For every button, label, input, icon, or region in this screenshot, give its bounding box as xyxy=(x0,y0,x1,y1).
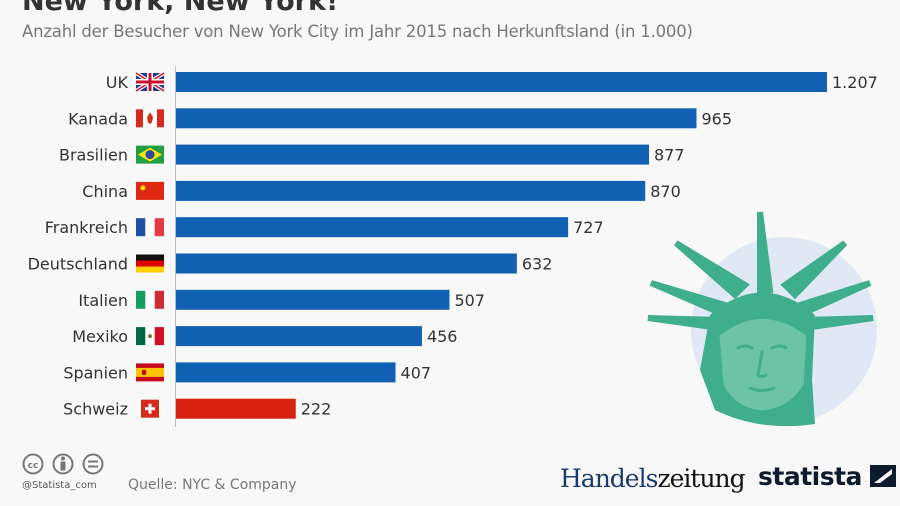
value-label: 1.207 xyxy=(832,73,878,92)
cc-license-icons: cc xyxy=(22,453,104,475)
value-label: 632 xyxy=(522,255,553,274)
bar xyxy=(176,289,450,310)
switzerland-flag-icon xyxy=(141,399,159,418)
bar xyxy=(176,362,396,383)
bar xyxy=(176,180,646,201)
svg-text:cc: cc xyxy=(28,461,39,471)
chart-subtitle: Anzahl der Besucher von New York City im… xyxy=(22,22,693,41)
value-label: 222 xyxy=(301,400,332,419)
category-label: Frankreich xyxy=(45,218,128,237)
value-label: 870 xyxy=(650,182,681,201)
bar xyxy=(176,144,650,165)
value-label: 965 xyxy=(701,109,732,128)
statista-logo: statista xyxy=(758,462,897,491)
mexico-flag-icon xyxy=(136,327,164,346)
category-label: China xyxy=(82,182,128,201)
value-label: 507 xyxy=(454,291,485,310)
category-label: Deutschland xyxy=(28,255,128,274)
statue-of-liberty-illustration xyxy=(647,211,877,427)
chart-title: New York, New York! xyxy=(22,0,339,17)
bar xyxy=(176,217,569,238)
source-note: Quelle: NYC & Company xyxy=(128,477,297,493)
bar xyxy=(176,398,296,419)
value-label: 456 xyxy=(427,327,458,346)
brazil-flag-icon xyxy=(136,145,164,164)
category-label: Spanien xyxy=(63,363,128,382)
uk-flag-icon xyxy=(134,71,166,93)
bar xyxy=(176,72,827,92)
value-label: 407 xyxy=(401,363,432,382)
value-label: 877 xyxy=(654,146,685,165)
italy-flag-icon xyxy=(136,290,164,309)
spain-flag-icon xyxy=(136,363,164,382)
category-label: Schweiz xyxy=(63,400,128,419)
bar xyxy=(176,108,697,129)
category-label: Brasilien xyxy=(59,146,128,165)
category-label: Kanada xyxy=(68,109,128,128)
handelszeitung-logo: Handelszeitung xyxy=(560,464,746,493)
bar xyxy=(176,326,422,347)
germany-flag-icon xyxy=(136,254,164,273)
value-label: 727 xyxy=(573,218,604,237)
category-label: UK xyxy=(106,73,129,92)
category-label: Mexiko xyxy=(72,327,128,346)
bar xyxy=(176,253,517,274)
china-flag-icon xyxy=(136,181,164,200)
france-flag-icon xyxy=(136,218,164,237)
canada-flag-icon xyxy=(136,109,164,128)
category-label: Italien xyxy=(78,291,128,310)
statista-handle: @Statista_com xyxy=(22,480,97,491)
